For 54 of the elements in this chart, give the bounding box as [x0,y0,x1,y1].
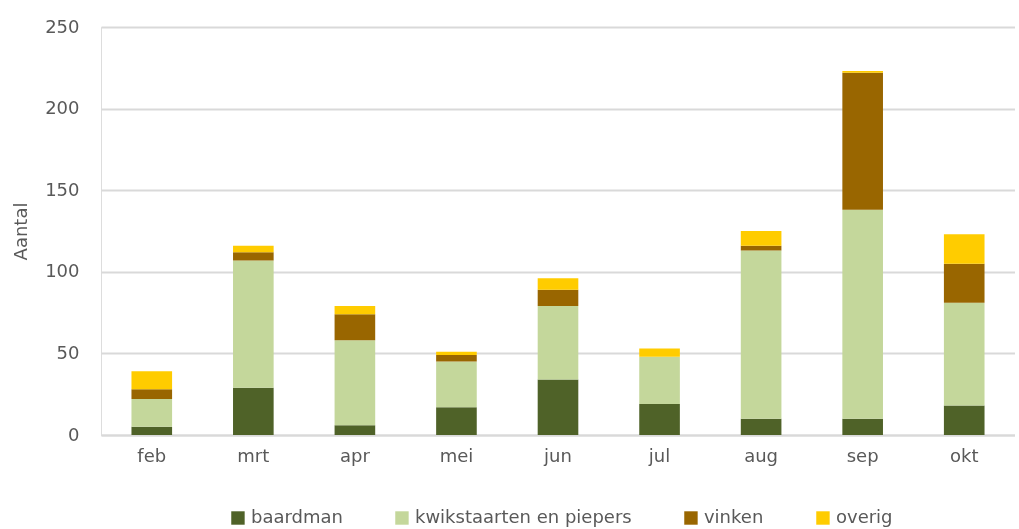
bar [537,289,579,307]
bar [639,348,680,357]
bar [842,72,883,210]
y-tick-label: 0 [68,423,80,445]
bar [334,314,376,341]
bar [537,306,579,380]
x-tick-label: jul [647,444,671,466]
bar [537,379,579,435]
bar [537,278,579,290]
legend-label: vinken [703,506,764,527]
y-tick-label: 50 [56,341,80,363]
bar [233,387,274,435]
bar [233,252,274,261]
x-tick-label: mei [439,444,474,466]
bar [740,418,782,435]
x-tick-label: sep [846,444,879,466]
bar [842,209,883,419]
legend-label: kwikstaarten en piepers [414,506,632,527]
y-tick-label: 100 [45,260,80,282]
bar [842,418,883,435]
y-tick-label: 250 [45,15,80,37]
bar [943,263,985,303]
x-tick-label: mrt [237,444,270,466]
bar [943,234,985,264]
bar [131,389,173,400]
bar [131,426,173,435]
y-tick-label: 150 [45,178,80,200]
x-tick-label: apr [339,444,371,466]
legend-label: overig [835,506,893,527]
bar [436,361,477,408]
bar [639,356,680,404]
bar [233,245,274,253]
x-tick-label: feb [137,444,167,466]
bar [436,407,477,435]
x-tick-label: okt [949,444,979,466]
bar [334,425,376,435]
bar [943,405,985,435]
x-tick-label: aug [744,444,779,466]
bar [740,245,782,251]
x-tick-label: jun [543,444,572,466]
bar [233,260,274,388]
bar [740,231,782,246]
legend-label: baardman [250,506,343,527]
bar [943,302,985,406]
bar [436,351,477,356]
bar [334,306,376,315]
y-tick-label: 200 [45,97,80,119]
bar [436,355,477,362]
bar [334,340,376,426]
bar [740,250,782,419]
bar [131,399,173,427]
bar [639,403,680,435]
bar [131,371,173,390]
y-axis-title: Aantal [10,202,32,261]
